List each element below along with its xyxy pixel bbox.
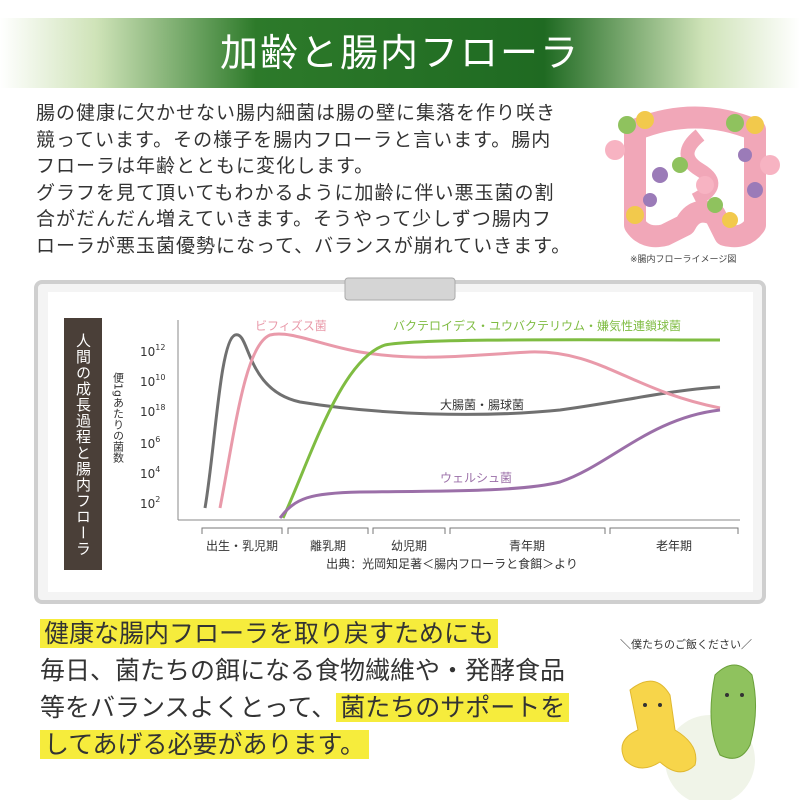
intro-line: グラフを見て頂いてもわかるように加齢に伴い悪玉菌の割 [36, 181, 555, 204]
y-label-base: 10 [140, 345, 155, 359]
y-label-exp: 10 [155, 373, 165, 382]
message-text: 健康な腸内フローラを取り戻すためにも 毎日、菌たちの餌になる食物繊維や・発酵食品… [40, 615, 570, 763]
y-label: 1010 [140, 373, 165, 389]
y-label: 106 [140, 435, 160, 451]
title-banner [0, 18, 800, 88]
y-label-base: 10 [140, 375, 155, 389]
message-line: 毎日、菌たちの餌になる食物繊維や・発酵食品 [40, 656, 566, 685]
intro-line: ローラが悪玉菌優勢になって、バランスが崩れていきます。 [36, 234, 572, 257]
highlight-line: 菌たちのサポートを [336, 693, 570, 722]
stage-label: 出生・乳児期 [206, 539, 278, 553]
image-caption: ※腸内フローライメージ図 [630, 255, 737, 265]
highlight-line: 健康な腸内フローラを取り戻すためにも [40, 619, 499, 648]
intro-line: 腸の健康に欠かせない腸内細菌は腸の壁に集落を作り咲き [36, 102, 557, 124]
curve-coliform [203, 333, 721, 509]
stage-label: 青年期 [509, 539, 545, 553]
growth-chart: 人間の成長過程と腸内フローラ 便1gあたりの菌数 101210101018106… [74, 318, 740, 571]
curve-bacteroides [281, 338, 721, 519]
y-label: 1018 [140, 403, 165, 419]
page-title: 加齢と腸内フローラ [219, 31, 580, 75]
y-label: 104 [140, 465, 160, 481]
y-label-base: 10 [140, 467, 155, 481]
source: 出典：光岡知足著＜腸内フローラと食餌＞より [326, 556, 578, 571]
y-label-exp: 2 [155, 495, 160, 504]
y-label-base: 10 [140, 437, 155, 451]
curve-label: バクテロイデス・ユウバクテリウム・嫌気性連鎖球菌 [393, 318, 681, 333]
y-label-exp: 12 [155, 343, 165, 352]
curve-label: ウェルシュ菌 [440, 471, 512, 485]
y-label-exp: 4 [155, 465, 160, 474]
message-line: 等をバランスよくとって、 [40, 693, 337, 722]
curve-welch [278, 408, 721, 519]
stage-label: 老年期 [656, 539, 692, 553]
curve-label: 大腸菌・腸球菌 [440, 398, 524, 412]
y-label-exp: 6 [155, 435, 160, 444]
curve-bifidus [218, 332, 721, 509]
intro-line: フローラは年齢とともに変化します。 [36, 155, 375, 177]
side-title: 人間の成長過程と腸内フローラ [74, 333, 92, 557]
y-label: 1012 [140, 343, 165, 359]
y-label-base: 10 [140, 497, 155, 511]
curve-label: ビフィズス菌 [255, 318, 327, 333]
intro-text: 腸の健康に欠かせない腸内細菌は腸の壁に集落を作り咲き 競っています。その様子を腸… [36, 100, 596, 259]
y-axis-title: 便1gあたりの菌数 [112, 372, 125, 464]
speech-bubble: ＼僕たちのご飯ください／ [620, 638, 752, 651]
y-label-exp: 18 [155, 403, 165, 412]
y-label: 102 [140, 495, 160, 511]
stage-brackets [201, 527, 739, 534]
characters [621, 664, 757, 800]
intro-line: 競っています。その様子を腸内フローラと言います。腸内 [36, 128, 552, 151]
highlight-line: してあげる必要があります。 [40, 730, 370, 759]
intro-line: 合がだんだん増えていきます。そうやって少しずつ腸内フ [36, 208, 552, 230]
intestine-illustration [605, 106, 780, 248]
stage-label: 離乳期 [310, 539, 346, 553]
stage-label: 幼児期 [391, 539, 427, 553]
y-label-base: 10 [140, 405, 155, 419]
